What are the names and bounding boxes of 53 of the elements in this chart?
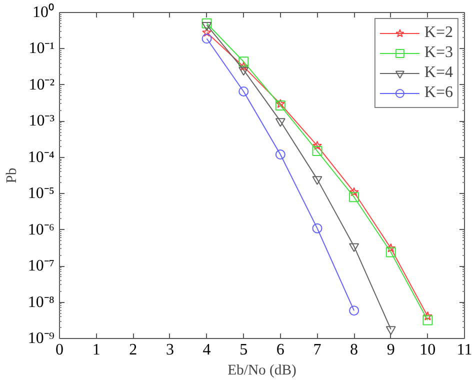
point [349, 192, 360, 202]
point [422, 315, 433, 326]
x-tick-label: 3 [166, 342, 174, 358]
point [276, 98, 286, 108]
x-tick-label: 1 [92, 342, 100, 358]
x-tick-label: 6 [276, 342, 284, 358]
y-tick-label: 10⁻⁹ [28, 330, 55, 347]
point [386, 243, 396, 252]
point [349, 306, 360, 316]
x-tick-label: 0 [56, 342, 64, 358]
y-tick-label: 10⁻¹ [28, 40, 55, 58]
point [238, 56, 249, 67]
point [275, 100, 286, 111]
point [202, 34, 212, 44]
point [202, 22, 212, 31]
point [312, 146, 322, 156]
x-tick-label: 4 [202, 342, 211, 358]
point [312, 140, 322, 150]
point [312, 176, 322, 185]
point [275, 150, 286, 160]
point [312, 223, 322, 234]
x-tick-label: 2 [129, 342, 138, 358]
y-tick-label: 10⁻⁷ [28, 258, 54, 275]
point [386, 247, 396, 258]
y-tick-label: 10⁻⁸ [28, 294, 54, 311]
point [349, 187, 359, 196]
point [202, 18, 212, 28]
point [202, 28, 212, 37]
x-tick-label: 8 [350, 342, 358, 358]
x-axis-title: Eb/No (dB) [228, 362, 297, 378]
x-tick-label: 11 [456, 342, 472, 358]
point [386, 326, 396, 335]
point [422, 311, 432, 320]
x-tick-label: 7 [313, 342, 322, 358]
x-tick-label: 5 [240, 342, 248, 358]
y-tick-label: 10⁻³ [28, 112, 55, 130]
x-tick-label: 9 [386, 342, 395, 358]
point [349, 243, 360, 252]
legend-label: K=3 [424, 44, 453, 62]
y-axis-title: Pb [4, 168, 20, 184]
point [238, 66, 249, 76]
y-tick-label: 10⁻⁵ [28, 185, 54, 202]
x-tick-label: 10 [420, 342, 436, 358]
point [275, 118, 286, 127]
point [238, 62, 248, 71]
y-tick-label: 10⁰ [32, 3, 54, 21]
legend-label: K=2 [424, 24, 453, 42]
y-tick-label: 10⁻² [28, 76, 55, 94]
legend-label: K=6 [424, 84, 453, 102]
legend-label: K=4 [424, 64, 453, 82]
y-tick-label: 10⁻⁶ [28, 221, 54, 238]
point [238, 86, 249, 96]
y-tick-label: 10⁻⁴ [28, 148, 55, 166]
